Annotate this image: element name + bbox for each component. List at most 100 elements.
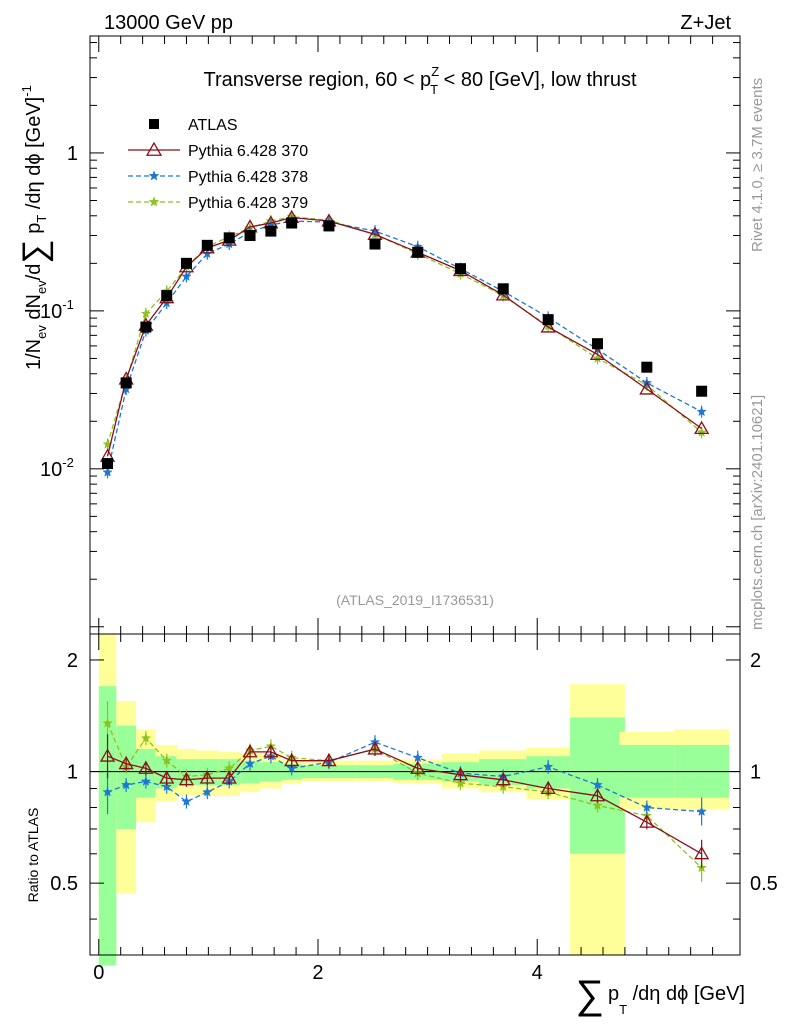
ratio-point-p370	[263, 744, 279, 758]
ratio-point-p378	[202, 786, 213, 797]
ratio-point-p378	[140, 775, 152, 786]
ratio-tick-label-left: 1	[67, 762, 78, 784]
legend-label: ATLAS	[188, 117, 238, 134]
y-tick-label: 1	[67, 143, 78, 165]
point-p370	[639, 381, 655, 395]
ratio-point-p370	[589, 788, 606, 802]
ratio-point-p378	[181, 796, 192, 806]
point-atlas	[454, 263, 466, 275]
point-atlas	[244, 230, 256, 242]
legend-marker-p378	[148, 170, 160, 181]
band-inner	[116, 725, 137, 829]
ratio-point-p370	[199, 770, 215, 784]
ratio-tick-label-left: 2	[67, 650, 78, 672]
point-p378	[181, 270, 192, 281]
point-p370	[694, 420, 710, 435]
point-p378	[696, 406, 707, 417]
title-sup: Z	[431, 64, 439, 79]
legend-marker-atlas	[149, 119, 159, 129]
y-tick-label: 10-2	[40, 455, 74, 481]
mcplots-label: mcplots.cern.ch [arXiv:2401.10621]	[749, 395, 766, 630]
ratio-point-p378	[592, 779, 603, 790]
ratio-tick-label-right: 0.5	[750, 873, 778, 895]
ratio-point-p379	[161, 755, 172, 766]
series-line-p370	[106, 216, 702, 457]
band-inner	[98, 686, 117, 966]
point-atlas	[265, 225, 277, 237]
point-atlas	[497, 283, 509, 295]
ratio-point-p370	[540, 780, 556, 795]
point-atlas	[120, 377, 132, 389]
ratio-point-p379	[455, 777, 466, 788]
ratio-point-p370	[118, 755, 134, 770]
ratio-point-p370	[694, 845, 710, 860]
title-sub: T	[430, 82, 438, 97]
legend-label: Pythia 6.428 370	[188, 143, 308, 160]
ratio-point-p379	[102, 717, 113, 728]
analysis-id: (ATLAS_2019_I1736531)	[336, 592, 494, 608]
ratio-tick-label-right: 2	[750, 650, 761, 672]
ratio-point-p378	[641, 801, 653, 812]
ratio-point-p370	[159, 770, 175, 784]
ratio-point-p378	[696, 806, 707, 816]
ratio-point-p378	[120, 779, 132, 790]
ratio-panel: 0.5 0.5 1 1 2 2 0 2 4	[50, 633, 778, 984]
x-tick-label: 4	[532, 962, 543, 984]
ratio-tick-label-right: 1	[750, 762, 761, 784]
title-main: Transverse region, 60 < p	[203, 69, 431, 91]
point-atlas	[696, 385, 708, 397]
point-atlas	[223, 232, 235, 244]
y-axis-label: 1/Nev dNev/d∑ pT /dη dϕ [GeV]-1	[16, 85, 54, 370]
ratio-frame	[89, 633, 741, 956]
ratio-point-p370	[138, 760, 154, 774]
ratio-point-p378	[286, 762, 297, 773]
point-p379	[140, 308, 152, 319]
ratio-point-p370	[221, 770, 237, 784]
point-atlas	[286, 217, 298, 229]
plot-title: Transverse region, 60 < pZ T < 80 [GeV], …	[203, 64, 636, 97]
ratio-point-p370	[452, 766, 469, 781]
ratio-tick-label-left: 0.5	[50, 873, 78, 895]
point-atlas	[592, 338, 604, 350]
ratio-point-p370	[284, 752, 300, 767]
point-p378	[102, 466, 113, 477]
point-atlas	[323, 220, 335, 232]
point-atlas	[369, 238, 381, 250]
point-p370	[589, 346, 606, 360]
ratio-point-p378	[542, 761, 554, 772]
ratio-axis-label: Ratio to ATLAS	[25, 808, 41, 903]
legend-marker-p370	[145, 141, 163, 156]
legend-marker-p379	[148, 196, 160, 207]
series-line-p379	[106, 216, 703, 445]
ratio-point-p370	[242, 744, 258, 758]
rivet-label: Rivet 4.1.0, ≥ 3.7M events	[749, 78, 766, 252]
point-atlas	[542, 314, 554, 326]
point-atlas	[140, 321, 152, 333]
ratio-point-p379	[140, 732, 152, 743]
point-atlas	[201, 239, 213, 251]
point-p379	[696, 426, 707, 437]
ratio-point-p370	[99, 748, 116, 762]
ratio-point-p370	[410, 760, 426, 774]
x-tick-label: 0	[93, 962, 104, 984]
ratio-point-p378	[161, 781, 172, 792]
point-atlas	[180, 257, 192, 269]
ratio-point-p370	[639, 814, 655, 828]
ratio-point-p378	[102, 786, 113, 797]
ratio-point-p370	[495, 772, 511, 786]
header-right: Z+Jet	[680, 12, 731, 34]
title-tail: < 80 [GeV], low thrust	[438, 69, 637, 91]
legend-entry: Pythia 6.428 379	[128, 195, 308, 212]
legend-entry: Pythia 6.428 378	[128, 169, 308, 186]
x-axis-label: ∑ pT /dη dϕ [GeV]	[575, 973, 745, 1017]
main-panel: 10-2 10-1 1 ATLAS Pythia 6.428 370 Pythia 6.4…	[40, 35, 741, 635]
legend-label: Pythia 6.428 379	[188, 195, 308, 212]
ratio-point-p378	[412, 752, 423, 763]
legend-entry: Pythia 6.428 370	[128, 141, 308, 160]
ratio-point-p370	[367, 741, 383, 755]
y-tick-label: 10-1	[40, 297, 74, 323]
x-tick-label: 2	[312, 962, 323, 984]
point-p370	[540, 319, 556, 333]
point-atlas	[161, 290, 173, 302]
